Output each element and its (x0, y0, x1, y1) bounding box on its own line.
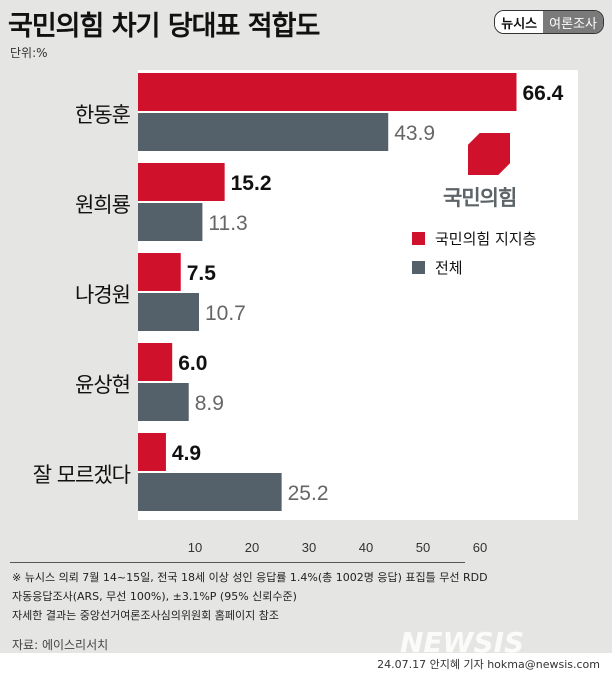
category-label: 한동훈 (75, 103, 131, 127)
bar-supporters (138, 73, 517, 111)
data-label: 10.7 (205, 302, 246, 325)
data-label: 6.0 (178, 352, 207, 375)
x-tick-label: 10 (188, 540, 202, 555)
bar-total (138, 113, 389, 151)
bar-supporters (138, 343, 173, 381)
legend-label: 국민의힘 지지층 (435, 230, 537, 248)
legend-swatch-gray (412, 261, 425, 274)
legend-item-supporters: 국민의힘 지지층 (412, 228, 558, 249)
legend: 국민의힘 지지층 전체 (400, 220, 570, 284)
badge-left: 뉴시스 (495, 11, 544, 33)
legend-item-all: 전체 (412, 257, 558, 278)
unit-label: 단위:% (10, 46, 48, 60)
category-label: 잘 모르겠다 (32, 463, 131, 487)
note-line: 자세한 결과는 중앙선거여론조사심의위원회 홈페이지 참조 (12, 609, 279, 622)
divider (10, 562, 465, 563)
bar-supporters (138, 253, 181, 291)
x-tick-label: 40 (359, 540, 373, 555)
bar-total (138, 383, 189, 421)
party-logo-text: 국민의힘 (443, 186, 517, 210)
x-tick-label: 60 (473, 540, 487, 555)
data-label: 7.5 (187, 262, 217, 285)
newsis-watermark: NEWSIS (400, 626, 525, 659)
note-line: ※ 뉴시스 의뢰 7월 14~15일, 전국 18세 이상 성인 응답률 1.4… (12, 571, 488, 584)
x-tick-label: 20 (245, 540, 259, 555)
data-label: 15.2 (231, 172, 272, 195)
source: 자료: 에이스리서치 (12, 638, 109, 652)
badge-right: 여론조사 (543, 11, 603, 33)
data-label: 43.9 (394, 122, 435, 145)
bar-supporters (138, 433, 166, 471)
x-tick-label: 50 (416, 540, 430, 555)
data-label: 11.3 (208, 212, 247, 235)
bar-total (138, 473, 282, 511)
category-label: 원희룡 (75, 193, 131, 217)
byline: 24.07.17 안지혜 기자 hokma@newsis.com (377, 656, 600, 672)
chart-title: 국민의힘 차기 당대표 적합도 (8, 11, 320, 42)
survey-notes: ※ 뉴시스 의뢰 7월 14~15일, 전국 18세 이상 성인 응답률 1.4… (12, 568, 488, 625)
bar-total (138, 203, 203, 241)
newsis-poll-badge: 뉴시스 여론조사 (494, 10, 604, 34)
data-label: 8.9 (195, 392, 224, 415)
x-tick-label: 30 (302, 540, 316, 555)
data-label: 4.9 (172, 442, 201, 465)
data-label: 66.4 (522, 82, 563, 105)
legend-swatch-red (412, 232, 425, 245)
category-label: 윤상현 (75, 373, 131, 397)
legend-label: 전체 (435, 259, 463, 277)
bar-supporters (138, 163, 225, 201)
bar-total (138, 293, 199, 331)
category-label: 나경원 (75, 283, 131, 307)
party-logo-icon (468, 133, 510, 175)
note-line: 자동응답조사(ARS, 무선 100%), ±3.1%P (95% 신뢰수준) (12, 590, 297, 603)
data-label: 25.2 (288, 482, 329, 505)
